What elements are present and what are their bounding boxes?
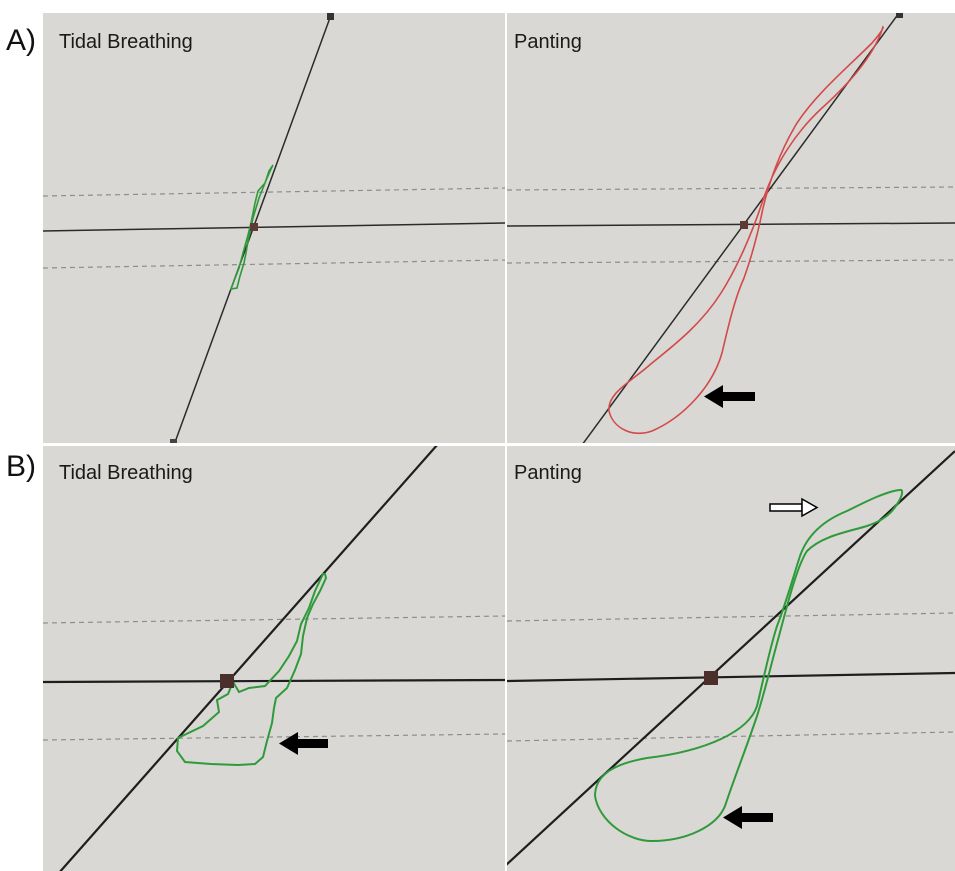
top-end-marker — [327, 13, 334, 20]
hollow-right-arrow — [769, 497, 819, 518]
panel-title: Tidal Breathing — [59, 31, 193, 53]
dashed-upper-line — [507, 186, 955, 191]
row-label-b: B) — [6, 450, 36, 483]
center-marker — [250, 223, 258, 231]
panel-b-tidal-breathing: Tidal Breathing — [43, 446, 505, 871]
panel-b-panting: Panting — [507, 446, 955, 871]
panting-loop-trace — [608, 25, 884, 435]
panel-title: Tidal Breathing — [59, 462, 193, 484]
solid-left-arrow — [279, 732, 328, 755]
dashed-lower-line — [507, 259, 955, 264]
panel-a-panting-plot — [507, 13, 955, 443]
dashed-lower-line — [507, 731, 955, 742]
solid-left-arrow — [704, 385, 755, 408]
panel-a-panting: Panting — [507, 13, 955, 443]
panel-title: Panting — [514, 462, 582, 484]
paper-background — [43, 446, 505, 871]
tidal-loop-trace — [229, 164, 274, 291]
panel-a-tidal-breathing: Tidal Breathing — [43, 13, 505, 443]
center-marker — [704, 671, 718, 685]
paper-background — [507, 13, 955, 443]
horizontal-axis-line — [43, 678, 505, 684]
paper-background — [43, 13, 505, 443]
top-end-marker — [896, 13, 903, 18]
center-marker — [220, 674, 234, 688]
dashed-upper-line — [507, 612, 955, 622]
tidal-loop-trace — [175, 573, 328, 767]
diagonal-reference-line — [59, 446, 438, 871]
center-marker — [740, 221, 748, 229]
row-label-a: A) — [6, 24, 36, 57]
panel-a-tidal-breathing-plot — [43, 13, 505, 443]
panel-b-tidal-breathing-plot — [43, 446, 505, 871]
panting-loop-trace — [593, 488, 904, 843]
panel-b-panting-plot — [507, 446, 955, 871]
panel-title: Panting — [514, 31, 582, 53]
solid-left-arrow — [723, 806, 773, 829]
horizontal-axis-line — [507, 671, 955, 683]
horizontal-axis-line — [43, 222, 505, 232]
bottom-end-marker — [170, 439, 177, 443]
horizontal-axis-line — [507, 222, 955, 227]
